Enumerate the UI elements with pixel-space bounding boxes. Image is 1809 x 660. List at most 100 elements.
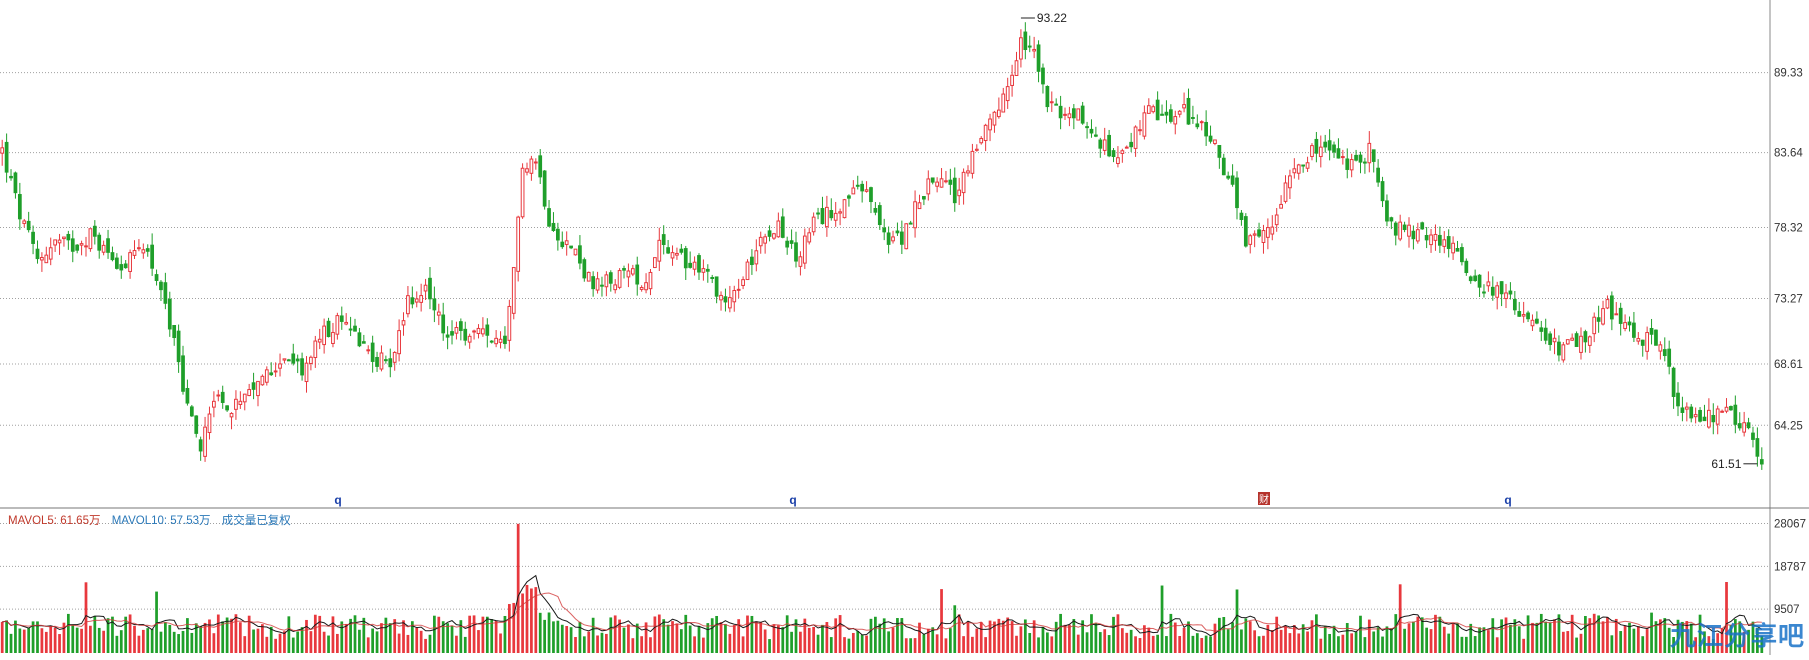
candle-body (1587, 336, 1592, 346)
volume-bar (1694, 637, 1698, 653)
volume-bar (194, 623, 198, 653)
candle-body (944, 180, 948, 183)
candle-body (445, 334, 450, 338)
volume-bar (1447, 633, 1451, 653)
volume-bar (768, 639, 771, 653)
candle-body (1358, 154, 1363, 163)
candle-body (1292, 168, 1297, 174)
volume-bar (1041, 626, 1045, 653)
volume-bar (494, 620, 498, 653)
candle-body (1464, 260, 1469, 274)
volume-bar (953, 605, 957, 653)
legend-mavol5: MAVOL5: 61.65万 (8, 515, 101, 527)
volume-bar (1028, 633, 1032, 653)
volume-bar (578, 621, 582, 653)
volume-bar (424, 638, 427, 653)
candle-body (1318, 146, 1323, 158)
volume-bar (1469, 623, 1473, 653)
volume-bar (58, 634, 61, 653)
volume-bar (111, 616, 114, 653)
volume-bar (283, 631, 286, 653)
candle-body (476, 327, 481, 335)
candle-body (838, 211, 842, 214)
volume-bar (164, 622, 167, 653)
candle-body (0, 147, 5, 154)
volume-bar (1288, 633, 1292, 653)
volume-bar (287, 616, 291, 653)
candle-body (1266, 227, 1270, 238)
volume-bar (1500, 619, 1503, 653)
volume-bar (1050, 636, 1054, 653)
volume-bar (719, 622, 723, 653)
volume-bar (640, 636, 644, 653)
candle-body (1354, 154, 1358, 161)
volume-bar (66, 613, 70, 653)
volume-bar (1367, 619, 1371, 653)
candle-body (988, 118, 992, 131)
volume-bar (1328, 633, 1331, 653)
volume-bar (1381, 636, 1384, 653)
candle-body (961, 171, 966, 194)
candle-body (1557, 341, 1561, 356)
volume-bar (1182, 627, 1186, 653)
volume-bar (388, 623, 392, 653)
volume-bar (1315, 614, 1318, 653)
candle-body (1151, 106, 1156, 113)
volume-bar (234, 614, 238, 653)
volume-bar (825, 622, 829, 653)
candle-body (966, 170, 970, 174)
candle-body (604, 274, 609, 288)
volume-bar (375, 631, 379, 653)
volume-bar (14, 620, 17, 653)
volume-bar (393, 619, 397, 653)
candle-body (1477, 274, 1482, 288)
volume-bar (600, 632, 604, 653)
volume-bar (265, 636, 269, 653)
candle-body (1592, 316, 1597, 335)
candle-body (1204, 121, 1209, 137)
candle-body (785, 240, 790, 248)
volume-bar (1098, 632, 1102, 653)
volume-bar (521, 593, 524, 653)
volume-bar (397, 633, 401, 653)
candle-body (1054, 103, 1059, 106)
volume-bar (860, 634, 864, 653)
volume-bar (358, 629, 361, 653)
candle-body (286, 359, 291, 362)
candle-body (1561, 344, 1566, 361)
volume-bar (1403, 628, 1406, 653)
volume-bar (759, 622, 763, 653)
volume-bar (1460, 636, 1464, 653)
volume-bar (119, 630, 123, 653)
volume-bar (781, 627, 785, 653)
candle-body (406, 295, 410, 315)
candle-body (260, 375, 265, 386)
volume-bar (1575, 637, 1578, 653)
candle-body (1340, 156, 1345, 159)
volume-bar (1134, 636, 1137, 653)
candle-body (1305, 162, 1310, 169)
volume-bar (146, 628, 150, 653)
candle-body (66, 233, 71, 241)
volume-bar (1235, 589, 1239, 653)
candle-body (1601, 308, 1605, 325)
candle-body (710, 276, 715, 279)
volume-bar (1129, 629, 1133, 653)
volume-bar (741, 636, 745, 653)
candle-body (847, 195, 851, 199)
volume-bar (507, 604, 511, 653)
volume-bar (1010, 621, 1014, 653)
volume-bar (922, 634, 926, 653)
candle-body (551, 222, 556, 231)
candle-body (600, 284, 604, 287)
volume-bar (1310, 620, 1314, 653)
volume-bar (1535, 622, 1539, 653)
candle-body (388, 358, 393, 368)
volume-bar (300, 627, 304, 653)
volume-bar (975, 628, 979, 653)
candle-body (1535, 318, 1539, 324)
volume-bar (829, 637, 833, 653)
volume-bar (1645, 629, 1649, 653)
candle-body (1676, 392, 1680, 407)
